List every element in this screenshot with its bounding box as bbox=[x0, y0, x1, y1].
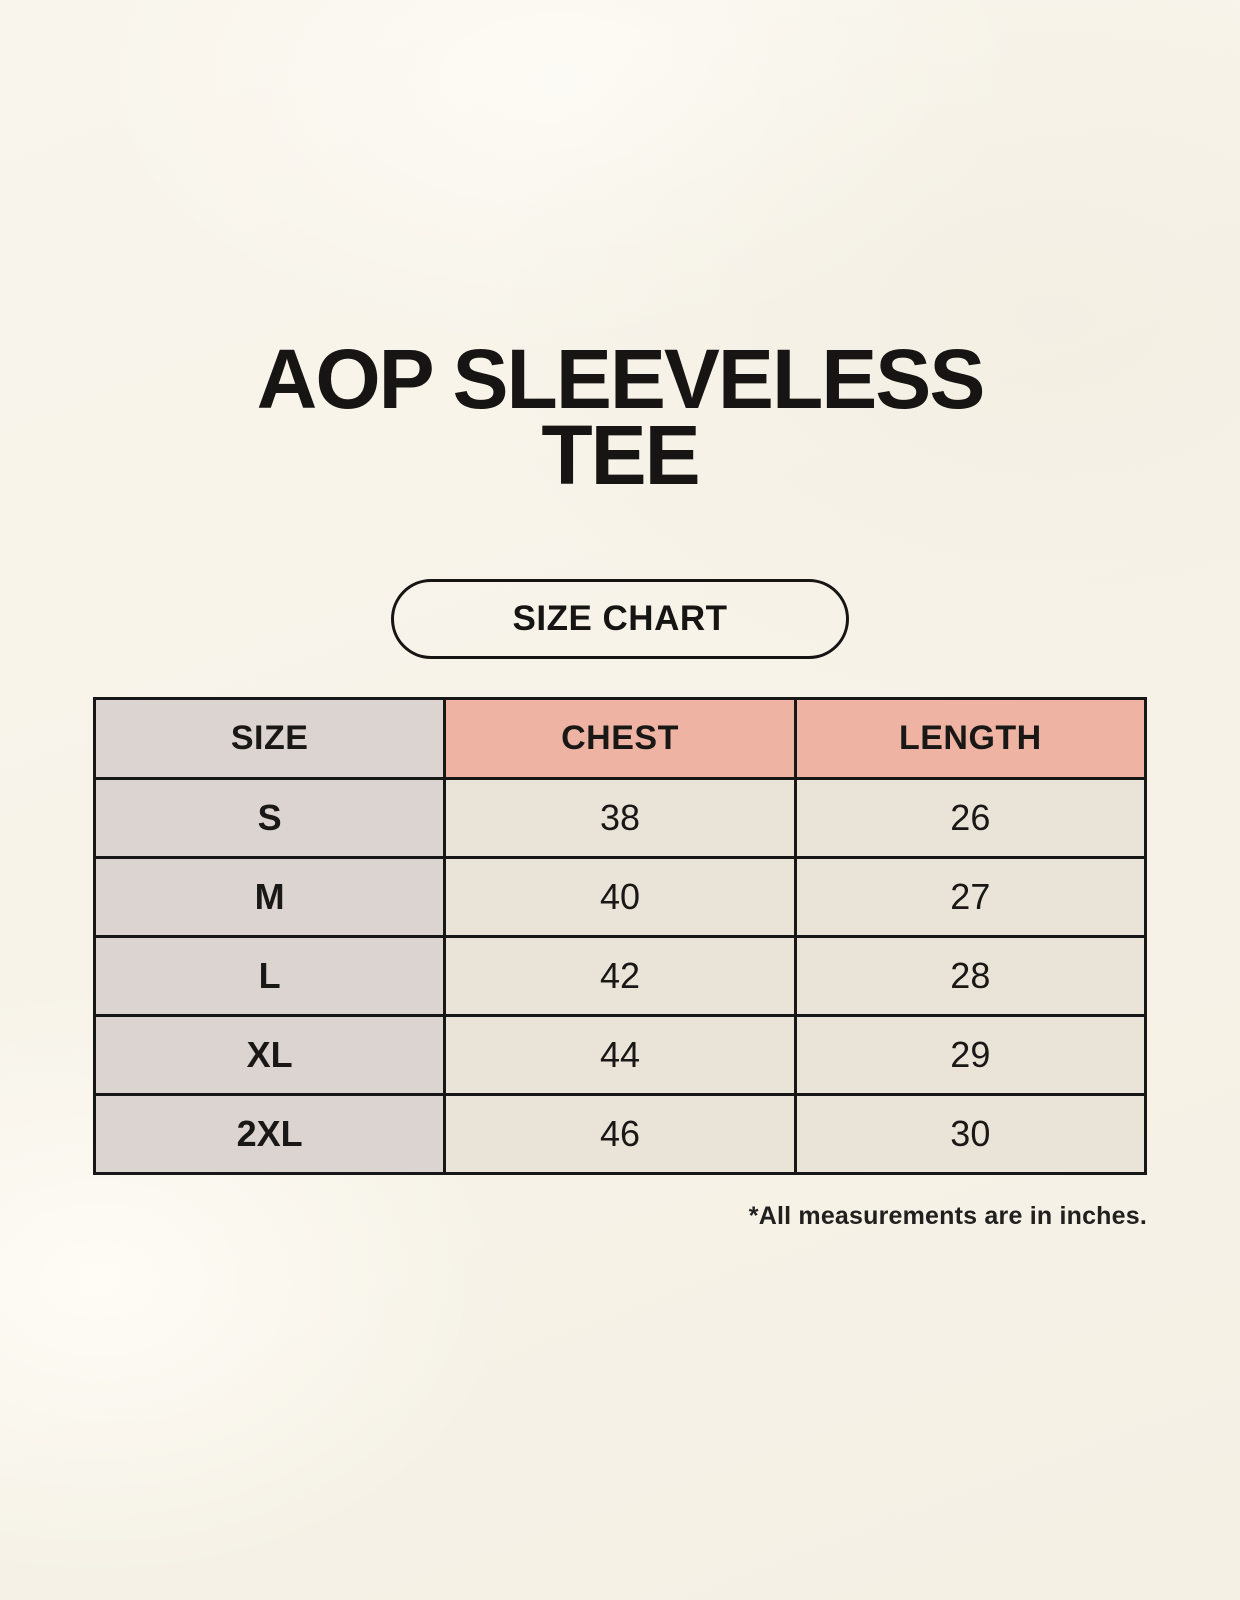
table-row: XL 44 29 bbox=[92, 1014, 1148, 1096]
size-cell: 2XL bbox=[92, 1093, 447, 1175]
page-title-text: AOP SLEEVELESS TEE bbox=[256, 332, 986, 502]
chest-cell: 38 bbox=[443, 777, 797, 859]
size-cell: XL bbox=[92, 1014, 447, 1096]
table-row: M 40 27 bbox=[92, 856, 1148, 938]
page-title: AOP SLEEVELESS TEE bbox=[170, 332, 1070, 502]
size-chart-button[interactable]: SIZE CHART bbox=[391, 579, 849, 659]
chest-cell: 44 bbox=[443, 1014, 797, 1096]
size-cell: L bbox=[92, 935, 447, 1017]
chest-cell: 42 bbox=[443, 935, 797, 1017]
length-cell: 30 bbox=[793, 1093, 1148, 1175]
size-table: SIZE CHEST LENGTH S 38 26 M 40 27 L 42 2… bbox=[92, 697, 1148, 1175]
table-header-row: SIZE CHEST LENGTH bbox=[92, 697, 1148, 780]
length-cell: 27 bbox=[793, 856, 1148, 938]
size-cell: M bbox=[92, 856, 447, 938]
table-row: 2XL 46 30 bbox=[92, 1093, 1148, 1175]
table-row: L 42 28 bbox=[92, 935, 1148, 1017]
measurements-footnote: *All measurements are in inches. bbox=[748, 1202, 1147, 1230]
size-chart-button-label: SIZE CHART bbox=[512, 599, 728, 638]
table-row: S 38 26 bbox=[92, 777, 1148, 859]
length-cell: 26 bbox=[793, 777, 1148, 859]
column-header-size: SIZE bbox=[92, 697, 447, 780]
length-cell: 28 bbox=[793, 935, 1148, 1017]
column-header-chest: CHEST bbox=[443, 697, 797, 780]
column-header-length: LENGTH bbox=[793, 697, 1148, 780]
length-cell: 29 bbox=[793, 1014, 1148, 1096]
size-cell: S bbox=[92, 777, 447, 859]
chest-cell: 40 bbox=[443, 856, 797, 938]
chest-cell: 46 bbox=[443, 1093, 797, 1175]
